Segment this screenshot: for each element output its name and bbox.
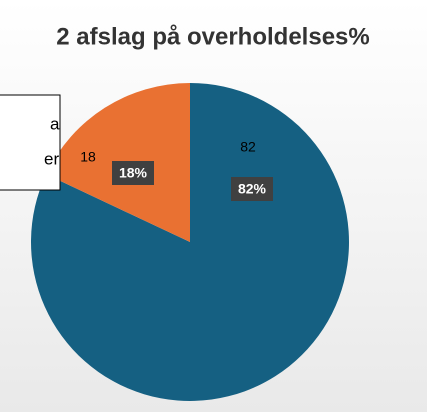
data-value-label: 18: [80, 149, 96, 165]
legend-text: a: [50, 114, 60, 133]
percent-label: 82%: [238, 181, 267, 197]
legend-text: er: [44, 149, 59, 168]
percent-label-box: [231, 177, 273, 201]
data-value-label: 82: [240, 139, 256, 155]
legend-box: [0, 94, 61, 191]
pie-slice: [31, 83, 349, 401]
percent-label-box: [112, 161, 154, 185]
chart-title: 2 afslag på overholdelses%: [56, 23, 369, 50]
percent-label: 18%: [119, 165, 148, 181]
